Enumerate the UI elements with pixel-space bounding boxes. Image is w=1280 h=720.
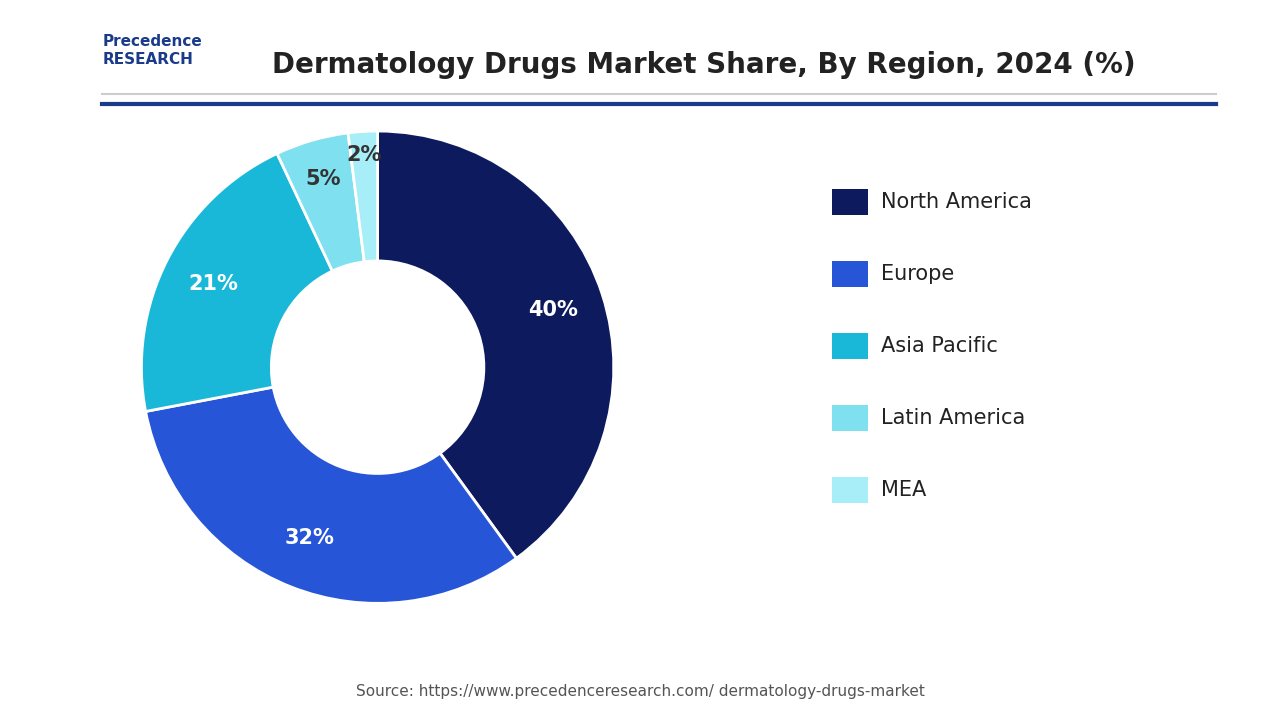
Text: 2%: 2% — [347, 145, 381, 165]
Text: 32%: 32% — [285, 528, 335, 549]
Text: Asia Pacific: Asia Pacific — [881, 336, 997, 356]
Text: Europe: Europe — [881, 264, 954, 284]
Wedge shape — [142, 153, 333, 411]
Text: North America: North America — [881, 192, 1032, 212]
Text: 5%: 5% — [305, 169, 340, 189]
Text: MEA: MEA — [881, 480, 925, 500]
Wedge shape — [276, 133, 365, 271]
Wedge shape — [378, 131, 613, 558]
Wedge shape — [146, 387, 516, 603]
Text: 40%: 40% — [527, 300, 577, 320]
Text: Dermatology Drugs Market Share, By Region, 2024 (%): Dermatology Drugs Market Share, By Regio… — [273, 51, 1135, 78]
Text: Precedence
RESEARCH: Precedence RESEARCH — [102, 34, 202, 67]
Wedge shape — [348, 131, 378, 262]
Text: Latin America: Latin America — [881, 408, 1025, 428]
Text: 21%: 21% — [188, 274, 238, 294]
Text: Source: https://www.precedenceresearch.com/ dermatology-drugs-market: Source: https://www.precedenceresearch.c… — [356, 684, 924, 698]
